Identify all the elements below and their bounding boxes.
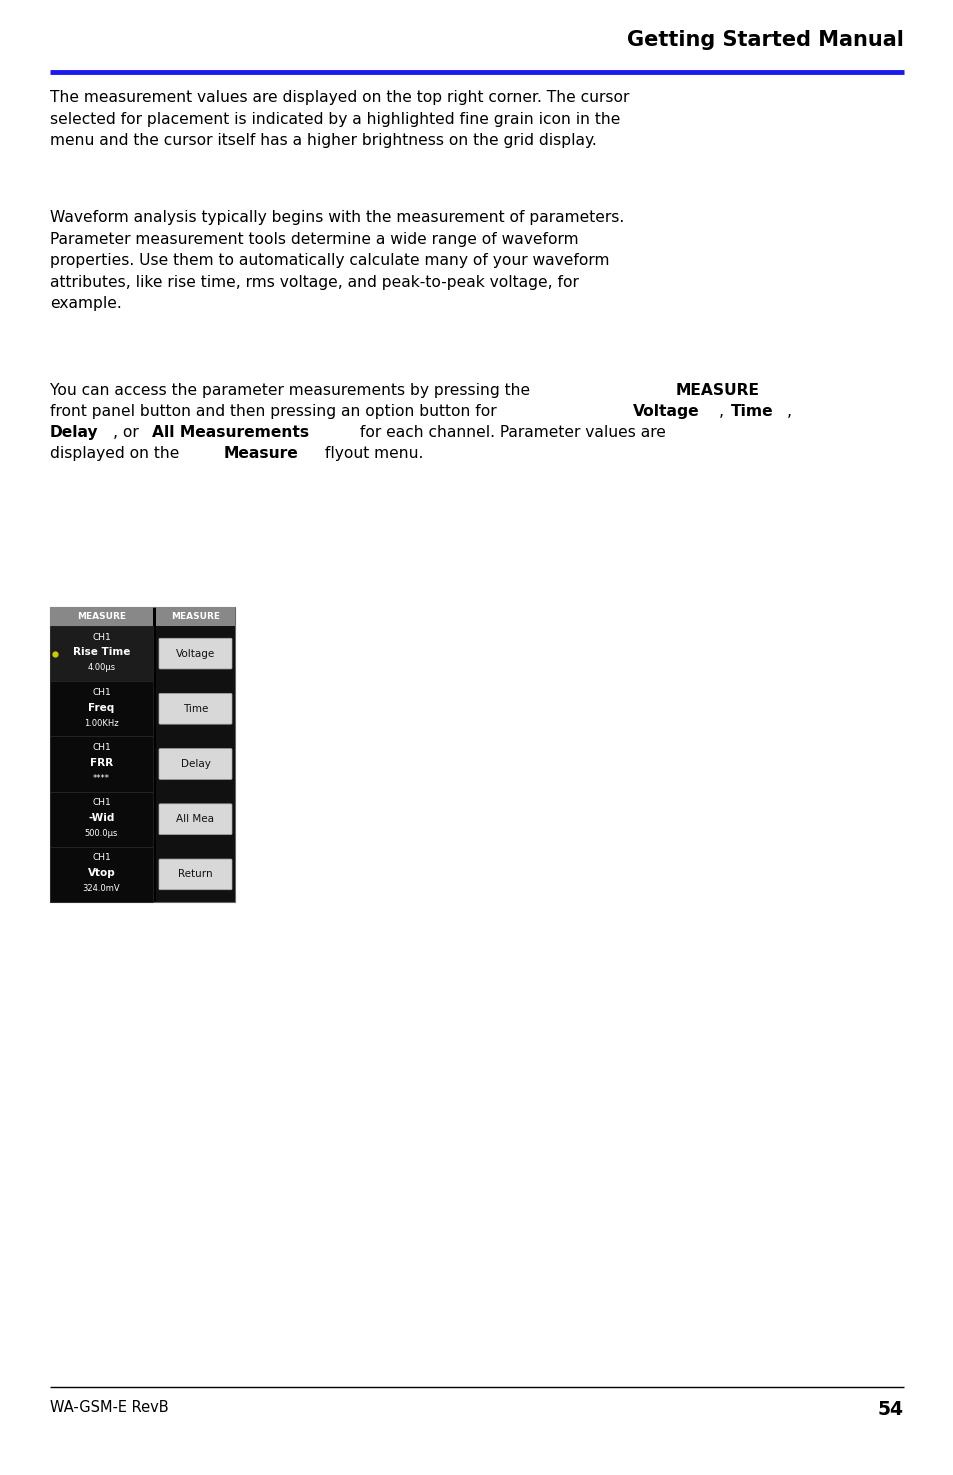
Text: All Mea: All Mea	[176, 814, 214, 825]
Text: Voltage: Voltage	[632, 404, 699, 419]
Text: Voltage: Voltage	[175, 649, 214, 659]
Bar	[50, 681, 152, 736]
Text: FRR: FRR	[90, 758, 113, 768]
Text: CH1: CH1	[92, 687, 111, 696]
Text: Delay: Delay	[180, 760, 211, 768]
Bar	[156, 608, 234, 625]
Text: Measure: Measure	[223, 445, 297, 462]
Bar	[50, 608, 152, 625]
Text: Time: Time	[183, 704, 208, 714]
Text: WA-GSM-E RevB: WA-GSM-E RevB	[50, 1400, 169, 1415]
FancyBboxPatch shape	[159, 749, 232, 779]
FancyBboxPatch shape	[159, 639, 232, 670]
Text: 324.0mV: 324.0mV	[83, 884, 120, 894]
Text: The measurement values are displayed on the top right corner. The cursor
selecte: The measurement values are displayed on …	[50, 90, 629, 148]
Text: MEASURE: MEASURE	[171, 612, 220, 621]
Text: 500.0μs: 500.0μs	[85, 829, 118, 838]
Text: 54: 54	[877, 1400, 903, 1419]
Text: ,: ,	[785, 404, 790, 419]
Bar	[50, 847, 152, 903]
Text: front panel button and then pressing an option button for: front panel button and then pressing an …	[50, 404, 501, 419]
Text: , or: , or	[112, 425, 143, 440]
Text: MEASURE: MEASURE	[675, 384, 759, 398]
Text: ,: ,	[718, 404, 728, 419]
Bar	[156, 608, 234, 903]
Text: for each channel. Parameter values are: for each channel. Parameter values are	[355, 425, 665, 440]
FancyBboxPatch shape	[159, 693, 232, 724]
Bar	[50, 608, 234, 903]
Text: 1.00KHz: 1.00KHz	[84, 718, 119, 727]
Text: flyout menu.: flyout menu.	[319, 445, 422, 462]
Text: 4.00μs: 4.00μs	[88, 664, 115, 673]
Bar	[50, 792, 152, 847]
FancyBboxPatch shape	[159, 804, 232, 835]
Text: Return: Return	[178, 869, 213, 879]
Text: Time: Time	[731, 404, 773, 419]
Text: Delay: Delay	[50, 425, 98, 440]
Text: All Measurements: All Measurements	[152, 425, 309, 440]
Text: CH1: CH1	[92, 633, 111, 642]
Text: CH1: CH1	[92, 798, 111, 807]
Text: CH1: CH1	[92, 854, 111, 863]
Text: displayed on the: displayed on the	[50, 445, 184, 462]
Text: You can access the parameter measurements by pressing the: You can access the parameter measurement…	[50, 384, 535, 398]
Text: -Wid: -Wid	[89, 813, 114, 823]
Bar	[50, 625, 152, 681]
Text: Waveform analysis typically begins with the measurement of parameters.
Parameter: Waveform analysis typically begins with …	[50, 209, 623, 311]
Text: Getting Started Manual: Getting Started Manual	[626, 30, 903, 50]
Text: ****: ****	[92, 774, 110, 783]
Text: Vtop: Vtop	[88, 869, 115, 878]
Text: MEASURE: MEASURE	[77, 612, 126, 621]
FancyBboxPatch shape	[159, 858, 232, 889]
Text: Rise Time: Rise Time	[72, 648, 130, 658]
Text: CH1: CH1	[92, 743, 111, 752]
Text: Freq: Freq	[89, 702, 114, 712]
Bar	[50, 736, 152, 792]
